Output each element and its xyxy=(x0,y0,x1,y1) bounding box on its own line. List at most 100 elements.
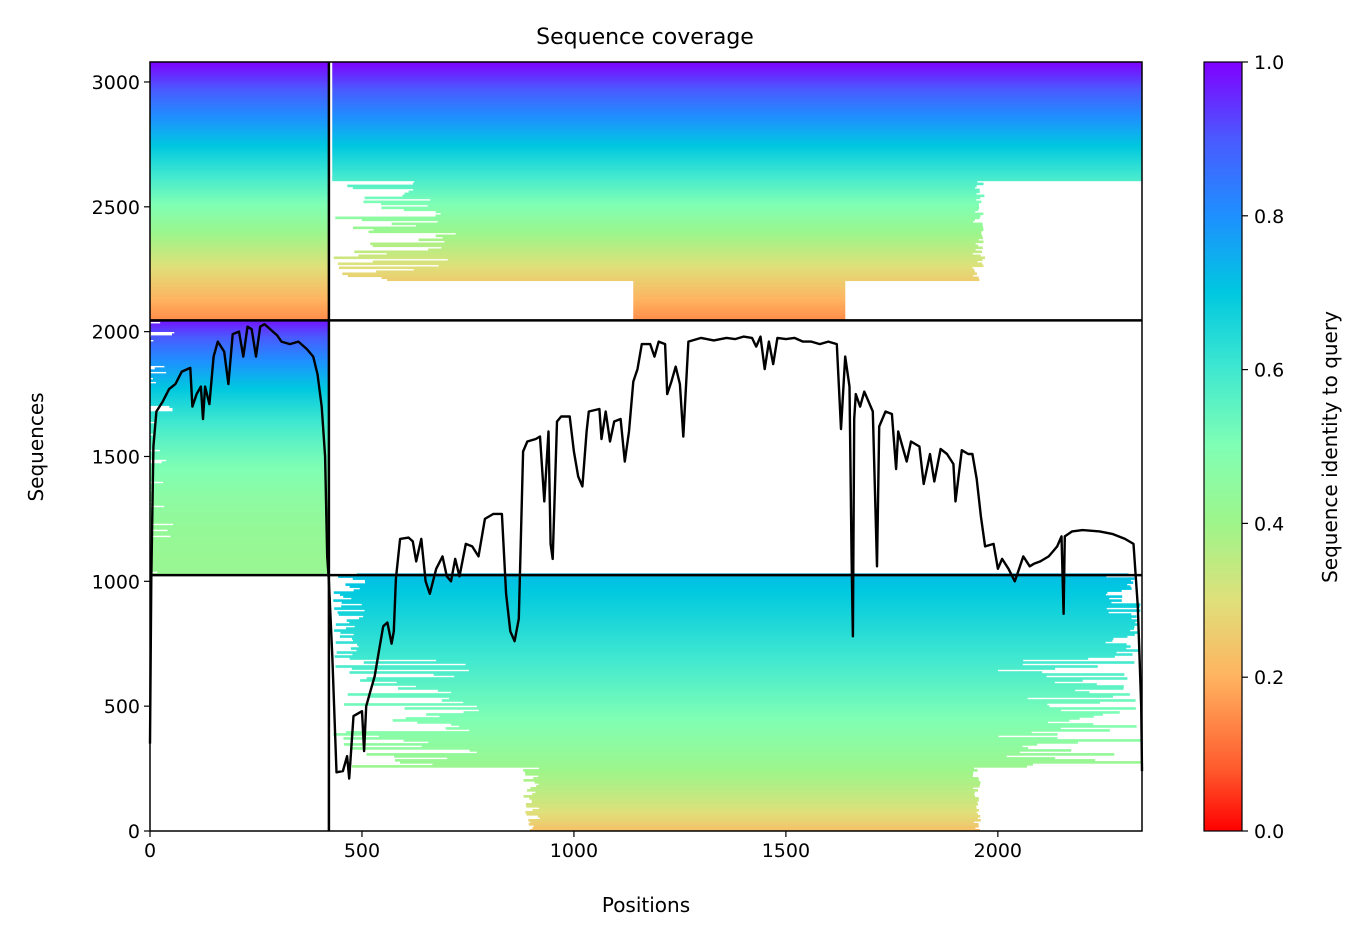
heatmap-row xyxy=(332,116,1142,120)
heatmap-row xyxy=(150,389,329,392)
heatmap-row xyxy=(150,411,329,414)
heatmap-row xyxy=(372,260,978,264)
heatmap-row xyxy=(363,200,982,204)
heatmap-row xyxy=(150,341,329,344)
heatmap-row xyxy=(633,298,846,302)
heatmap-row xyxy=(150,142,329,146)
heatmap-row xyxy=(150,527,329,530)
heatmap-row xyxy=(433,673,1125,676)
heatmap-row xyxy=(154,367,329,370)
heatmap-row xyxy=(150,170,329,174)
heatmap-row xyxy=(336,651,1117,654)
heatmap-row xyxy=(332,82,1142,86)
heatmap-row xyxy=(353,639,1113,642)
heatmap-row xyxy=(633,310,846,314)
heatmap-row xyxy=(343,737,1058,740)
heatmap-row xyxy=(535,791,975,794)
heatmap-row xyxy=(345,583,1128,586)
heatmap-row xyxy=(332,78,1142,82)
heatmap-row xyxy=(449,697,1028,700)
heatmap-row xyxy=(150,196,329,200)
heatmap-row xyxy=(346,627,1135,630)
heatmap-row xyxy=(332,152,1142,156)
heatmap-row xyxy=(150,98,329,102)
heatmap-row xyxy=(150,308,329,312)
heatmap-row xyxy=(150,144,329,148)
heatmap-row xyxy=(150,351,329,354)
heatmap-row xyxy=(150,122,329,126)
heatmap-row xyxy=(150,264,329,268)
heatmap-row xyxy=(150,280,329,284)
heatmap-row xyxy=(432,763,1033,766)
heatmap-row xyxy=(530,787,974,790)
heatmap-row xyxy=(347,184,977,188)
heatmap-row xyxy=(150,224,329,228)
heatmap-row xyxy=(150,132,329,136)
heatmap-row xyxy=(151,501,329,504)
heatmap-row xyxy=(150,445,329,448)
heatmap-row xyxy=(357,643,1127,646)
heatmap-row xyxy=(338,266,973,270)
heatmap-row xyxy=(437,220,973,224)
heatmap-row xyxy=(396,681,1055,684)
heatmap-row xyxy=(332,160,1142,164)
heatmap-row xyxy=(523,769,978,772)
heatmap-row xyxy=(150,563,329,566)
heatmap-row xyxy=(633,306,846,310)
heatmap-row xyxy=(163,481,329,484)
heatmap-row xyxy=(150,202,329,206)
heatmap-row xyxy=(538,783,981,786)
heatmap-row xyxy=(459,725,1137,728)
colorbar-ticks: 0.0 0.2 0.4 0.6 0.8 1.0 xyxy=(1242,52,1284,843)
heatmap-row xyxy=(370,242,976,246)
heatmap-row xyxy=(455,232,982,236)
heatmap-row xyxy=(332,98,1142,102)
heatmap-row xyxy=(476,751,1020,754)
heatmap-row xyxy=(150,70,329,74)
heatmap-row xyxy=(529,797,979,800)
heatmap-row xyxy=(633,308,846,312)
heatmap-row xyxy=(150,116,329,120)
heatmap-row xyxy=(150,479,329,482)
heatmap-row xyxy=(150,260,329,264)
heatmap-row xyxy=(428,741,1079,744)
heatmap-row xyxy=(150,473,329,476)
heatmap-row xyxy=(172,407,329,410)
heatmap-row xyxy=(350,647,1127,650)
heatmap-row xyxy=(372,683,1097,686)
heatmap-row xyxy=(332,132,1142,136)
heatmap-row xyxy=(150,134,329,138)
heatmap-row xyxy=(150,343,329,346)
heatmap-row xyxy=(332,92,1142,96)
heatmap-row xyxy=(435,214,981,218)
heatmap-row xyxy=(150,282,329,286)
heatmap-row xyxy=(150,531,329,534)
heatmap-row xyxy=(150,146,329,150)
heatmap-row xyxy=(150,218,329,222)
heatmap-row xyxy=(358,645,1131,648)
heatmap-row xyxy=(633,304,846,308)
heatmap-row xyxy=(150,250,329,254)
heatmap-row xyxy=(150,114,329,118)
heatmap-layer xyxy=(150,62,1142,831)
heatmap-row xyxy=(332,112,1142,116)
plot-frame xyxy=(149,61,1143,832)
heatmap-row xyxy=(150,190,329,194)
heatmap-row xyxy=(150,208,329,212)
heatmap-row xyxy=(428,248,976,252)
heatmap-row xyxy=(332,142,1142,146)
heatmap-row xyxy=(150,453,329,456)
heatmap-row xyxy=(150,204,329,208)
heatmap-row xyxy=(150,553,329,556)
heatmap-row xyxy=(335,641,1106,644)
heatmap-row xyxy=(150,471,329,474)
heatmap-row xyxy=(528,823,979,826)
heatmap-row xyxy=(404,707,1136,710)
heatmap-row xyxy=(160,449,329,452)
x-tick-label: 500 xyxy=(344,840,380,862)
heatmap-row xyxy=(412,182,984,186)
heatmap-row xyxy=(332,68,1142,72)
heatmap-row xyxy=(447,757,1056,760)
heatmap-row xyxy=(633,288,846,292)
heatmap-row xyxy=(150,549,329,552)
